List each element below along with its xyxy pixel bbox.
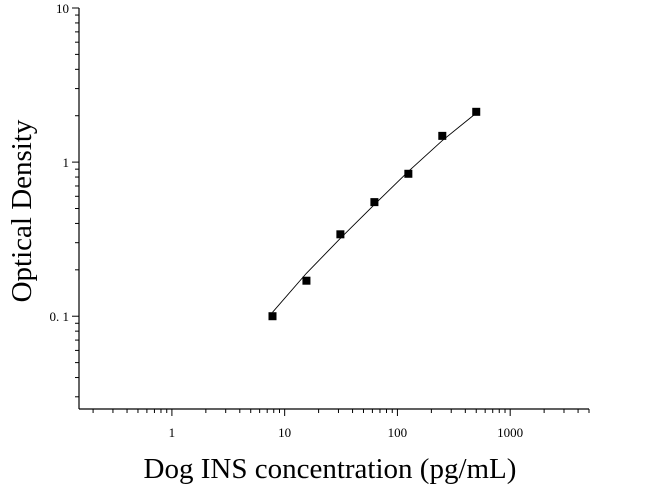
data-points: [268, 107, 481, 321]
data-point: [370, 198, 379, 207]
x-tick-label: 1: [169, 425, 176, 440]
data-point: [336, 230, 345, 239]
x-axis-title: Dog INS concentration (pg/mL): [144, 453, 517, 485]
data-point: [404, 169, 413, 178]
data-point: [268, 312, 277, 321]
x-tick-label: 1000: [497, 425, 523, 440]
y-tick-label: 0. 1: [50, 309, 70, 324]
axes: [78, 8, 589, 410]
y-tick-label: 10: [56, 1, 69, 16]
data-point: [438, 131, 447, 140]
y-tick-label: 1: [63, 155, 70, 170]
data-point: [302, 276, 311, 285]
ticks: 1 10 100 1000 0. 1 1 10: [50, 1, 590, 440]
y-axis-title: Optical Density: [6, 119, 38, 302]
x-tick-label: 100: [388, 425, 408, 440]
data-point: [472, 107, 481, 116]
x-tick-label: 10: [278, 425, 291, 440]
